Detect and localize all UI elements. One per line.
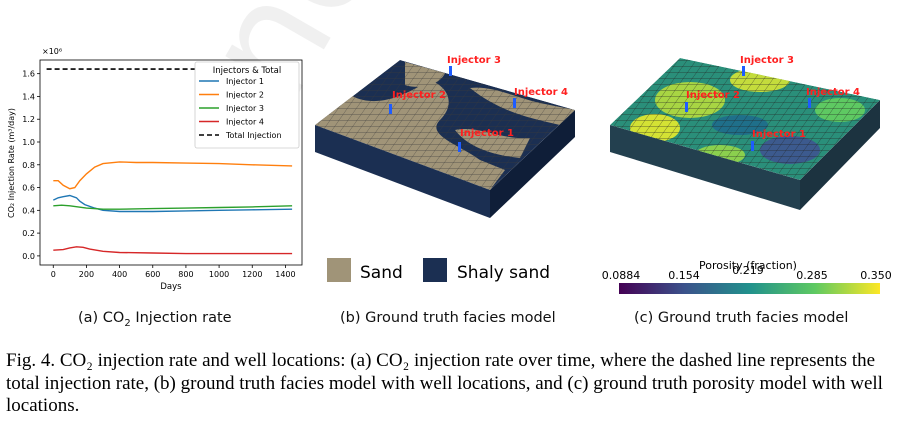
y-tick-label: 0.2 [22, 229, 35, 238]
well-label-b-1: Injector 1 [460, 128, 514, 139]
caption-a: (a) CO2 Injection rate [78, 310, 232, 329]
porosity-colorbar [619, 283, 880, 294]
well-label-c-2: Injector 2 [686, 90, 740, 101]
model-b-front-face [315, 125, 490, 218]
model-c-side-face [800, 100, 880, 210]
legend-entry-label: Injector 2 [226, 91, 264, 100]
well-marker-1 [458, 142, 461, 152]
x-tick-label: 800 [178, 270, 193, 279]
well-marker-4 [513, 98, 516, 108]
y-tick-label: 1.0 [22, 138, 35, 147]
figure-caption: Fig. 4. CO₂ injection rate and well loca… [6, 350, 883, 416]
legend-entry-label: Injector 3 [226, 104, 264, 113]
legend-entry-label: Total Injection [225, 131, 282, 140]
legend-sand-swatch [327, 258, 351, 282]
well-marker-c-1 [751, 141, 754, 151]
facies-model-3d: Injector 3 Injector 2 Injector 4 Injecto… [315, 55, 575, 283]
chart-legend: Injectors & Total Injector 1 Injector 2 In… [194, 61, 300, 149]
colorbar-tick-0: 0.0884 [602, 269, 641, 282]
x-tick-label: 200 [79, 270, 94, 279]
legend-box [194, 61, 300, 149]
model-b-grid [315, 60, 575, 190]
series-line-injector-1 [53, 194, 293, 213]
legend-entry-label: Injector 1 [226, 77, 264, 86]
well-label-c-1: Injector 1 [752, 129, 806, 140]
well-marker-3 [449, 66, 452, 76]
y-tick-label: 1.2 [22, 115, 35, 124]
x-tick-label: 400 [112, 270, 127, 279]
x-tick-label: 0 [51, 270, 56, 279]
series-line-injector-3 [53, 204, 293, 210]
y-tick-label: 0.8 [22, 161, 35, 170]
legend-sand-label: Sand [360, 263, 403, 283]
legend-shaly-label: Shaly sand [457, 263, 550, 283]
colorbar-tick-1: 0.154 [668, 269, 700, 282]
model-b-side-face [490, 110, 575, 218]
caption-b: (b) Ground truth facies model [340, 310, 556, 326]
x-tick-label: 600 [145, 270, 160, 279]
x-tick-label: 1400 [275, 270, 295, 279]
well-marker-c-4 [808, 98, 811, 108]
y-tick-label: 0.6 [22, 184, 35, 193]
caption-a-prefix: (a) CO [78, 310, 125, 326]
well-marker-c-3 [742, 66, 745, 76]
well-marker-c-2 [685, 102, 688, 112]
well-label-c-4: Injector 4 [806, 87, 860, 98]
well-label-b-3: Injector 3 [447, 55, 501, 66]
colorbar-tick-4: 0.350 [860, 269, 892, 282]
y-tick-label: 1.6 [22, 70, 35, 79]
y-tick-label: 0.0 [22, 252, 35, 261]
porosity-model-3d: Injector 3 Injector 2 Injector 4 Injecto… [602, 55, 892, 294]
colorbar-title: Porosity (fraction) [699, 259, 797, 272]
series-line-injector-4 [53, 246, 293, 255]
x-tick-label: 1200 [242, 270, 262, 279]
y-axis-label: CO₂ Injection Rate (m³/day) [7, 108, 16, 218]
x-axis-label: Days [160, 282, 182, 292]
well-label-b-4: Injector 4 [514, 87, 568, 98]
legend-title: Injectors & Total [213, 66, 282, 76]
injection-rate-chart: ×10⁶ CO₂ Injection Rate (m³/day) Days 0.… [7, 47, 303, 292]
model-c-front-face [610, 125, 800, 210]
colorbar-tick-2: 0.219 [732, 264, 764, 277]
well-marker-2 [389, 104, 392, 114]
caption-a-sub: 2 [124, 317, 131, 329]
series-line-injector-2 [53, 161, 293, 190]
y-tick-label: 0.4 [22, 206, 35, 215]
x-tick-label: 1000 [209, 270, 229, 279]
model-c-grid [610, 58, 880, 180]
caption-c: (c) Ground truth facies model [634, 310, 849, 326]
figure-canvas: ×10⁶ CO₂ Injection Rate (m³/day) Days 0.… [7, 47, 892, 294]
plot-frame [39, 59, 303, 266]
colorbar-tick-3: 0.285 [796, 269, 828, 282]
caption-a-suffix: Injection rate [130, 310, 232, 326]
well-label-c-3: Injector 3 [740, 55, 794, 66]
well-label-b-2: Injector 2 [392, 90, 446, 101]
legend-shaly-swatch [423, 258, 447, 282]
y-multiplier-label: ×10⁶ [42, 47, 62, 56]
y-tick-label: 1.4 [22, 92, 35, 101]
legend-entry-label: Injector 4 [226, 118, 264, 127]
